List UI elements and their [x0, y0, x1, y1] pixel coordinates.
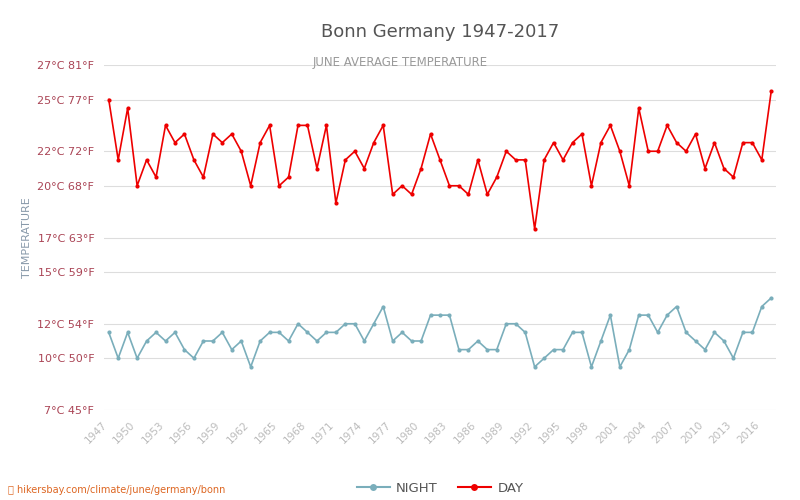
NIGHT	[246, 364, 255, 370]
DAY	[104, 96, 114, 102]
NIGHT	[123, 330, 133, 336]
NIGHT	[435, 312, 445, 318]
Title: Bonn Germany 1947-2017: Bonn Germany 1947-2017	[321, 23, 559, 41]
NIGHT	[511, 321, 521, 327]
Line: DAY: DAY	[106, 89, 774, 231]
NIGHT	[738, 330, 748, 336]
Text: 📍 hikersbay.com/climate/june/germany/bonn: 📍 hikersbay.com/climate/june/germany/bon…	[8, 485, 226, 495]
DAY	[766, 88, 776, 94]
NIGHT	[302, 330, 312, 336]
DAY	[530, 226, 539, 232]
Legend: NIGHT, DAY: NIGHT, DAY	[351, 476, 529, 500]
Line: NIGHT: NIGHT	[106, 296, 774, 369]
NIGHT	[104, 330, 114, 336]
DAY	[294, 122, 303, 128]
DAY	[502, 148, 511, 154]
DAY	[123, 105, 133, 111]
NIGHT	[766, 295, 776, 301]
Y-axis label: TEMPERATURE: TEMPERATURE	[22, 197, 31, 278]
Text: JUNE AVERAGE TEMPERATURE: JUNE AVERAGE TEMPERATURE	[313, 56, 487, 69]
DAY	[426, 131, 435, 137]
DAY	[615, 148, 625, 154]
NIGHT	[615, 364, 625, 370]
DAY	[738, 140, 748, 145]
